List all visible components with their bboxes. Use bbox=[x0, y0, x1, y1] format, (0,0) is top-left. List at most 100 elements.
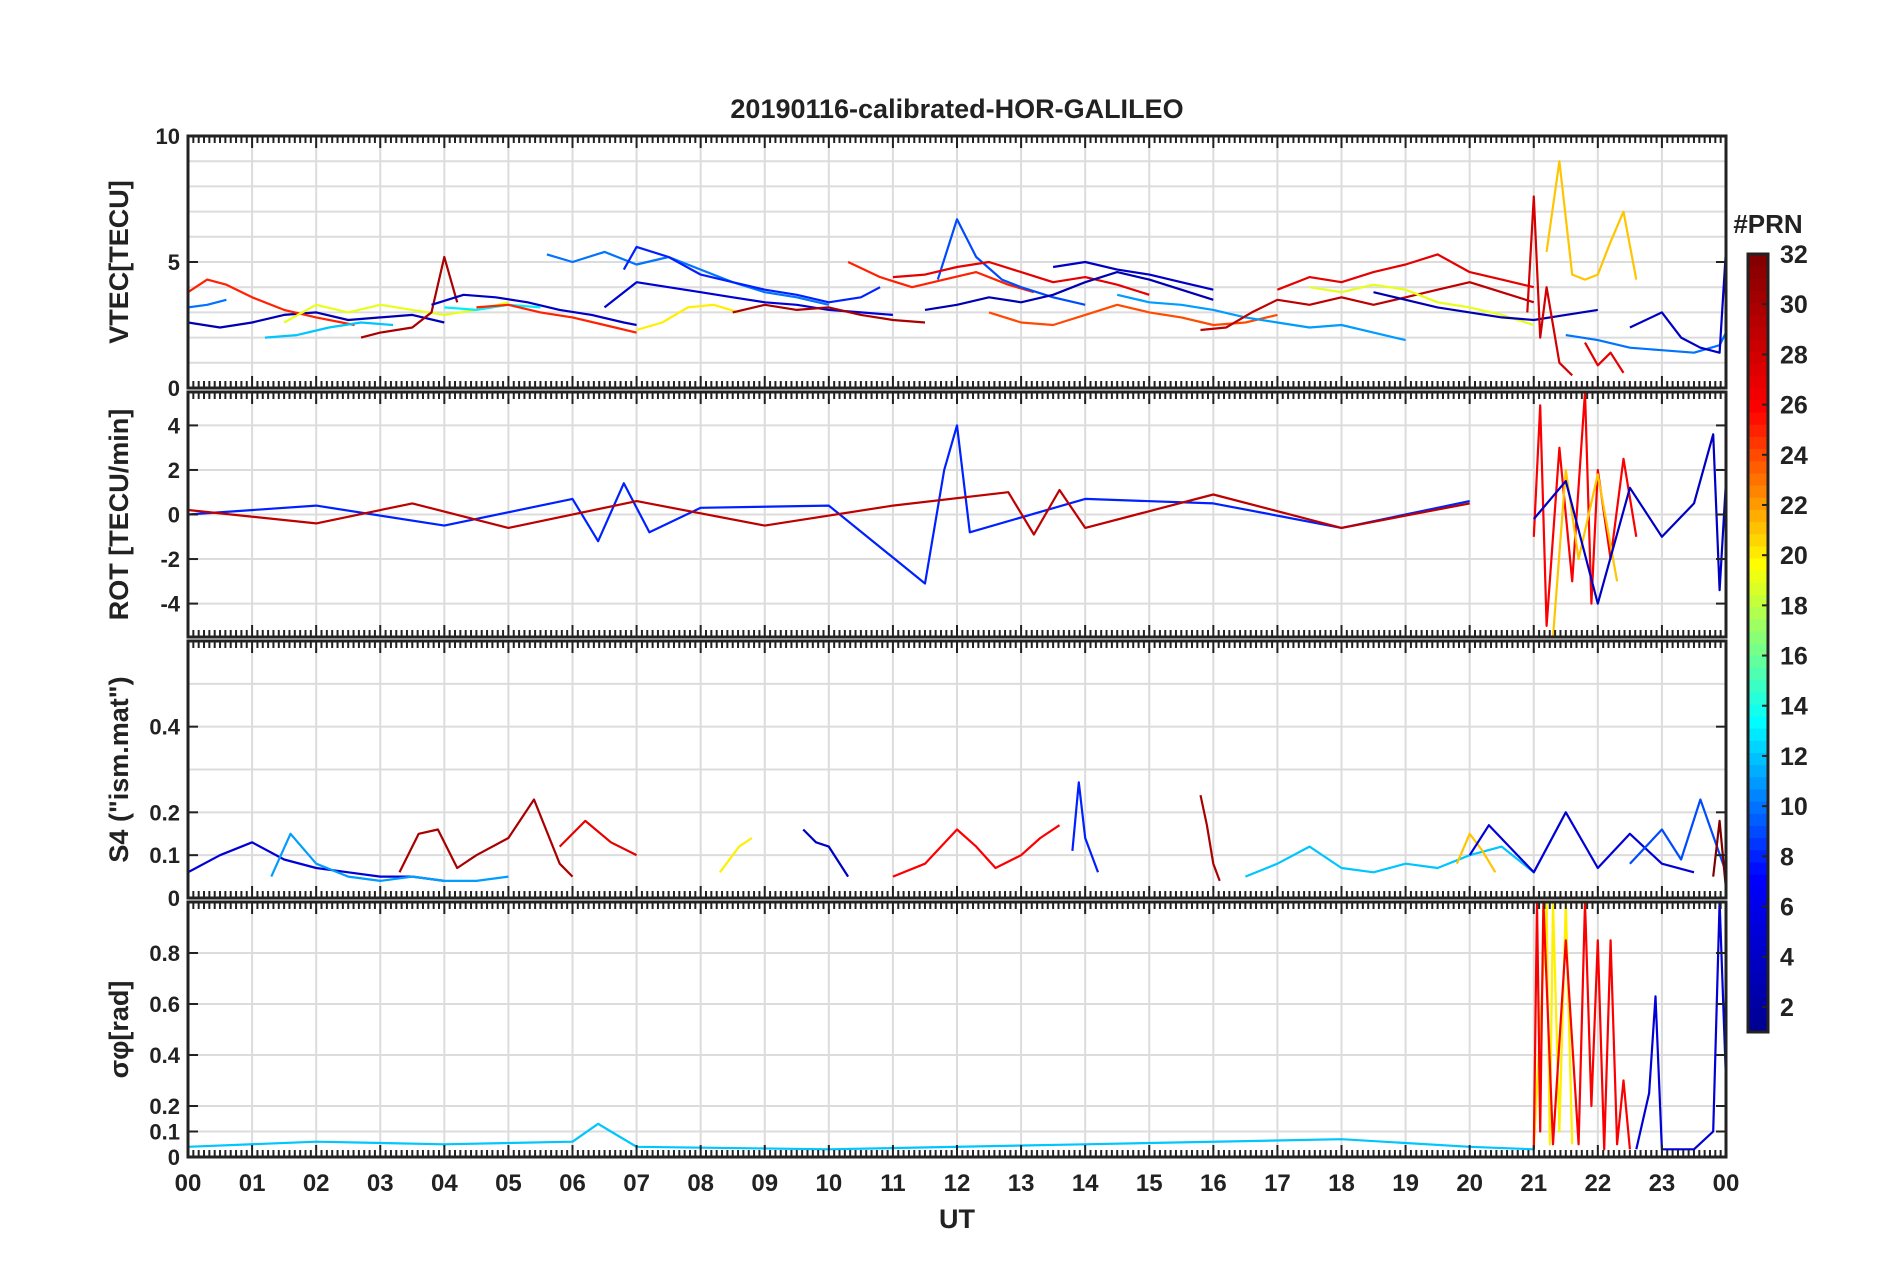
series-line-prn-12 bbox=[264, 321, 394, 339]
colorbar-segment bbox=[1748, 715, 1768, 729]
x-tick-label: 19 bbox=[1392, 1170, 1419, 1197]
series-line-prn-29 bbox=[188, 488, 1470, 536]
colorbar-segment bbox=[1748, 910, 1768, 924]
colorbar-segment bbox=[1748, 436, 1768, 450]
y-tick-label: 0.1 bbox=[149, 1120, 180, 1145]
series-line-prn-30 bbox=[732, 303, 926, 324]
colorbar-frame bbox=[1746, 252, 1770, 1034]
x-tick-label: 15 bbox=[1136, 1170, 1163, 1197]
series-line-prn-4 bbox=[1052, 260, 1214, 291]
x-tick-label: 21 bbox=[1520, 1170, 1547, 1197]
y-tick-label: 0.6 bbox=[149, 992, 180, 1017]
series-line-prn-8 bbox=[1071, 781, 1100, 873]
y-tick-label: -4 bbox=[160, 592, 180, 617]
panel-frame bbox=[186, 390, 1728, 639]
colorbar-segment bbox=[1748, 484, 1768, 498]
colorbar-segment bbox=[1748, 266, 1768, 279]
colorbar-segment bbox=[1748, 1019, 1768, 1033]
series-group bbox=[188, 781, 1726, 890]
colorbar-segment bbox=[1748, 290, 1768, 304]
colorbar-segment bbox=[1748, 983, 1768, 997]
colorbar-segment bbox=[1748, 618, 1768, 632]
colorbar-segment bbox=[1748, 1007, 1768, 1021]
series-line-prn-27 bbox=[1584, 342, 1625, 374]
x-tick-label: 11 bbox=[880, 1170, 905, 1197]
y-tick-label: 0.4 bbox=[149, 1043, 180, 1068]
colorbar-segment bbox=[1748, 339, 1768, 352]
series-line-prn-20 bbox=[636, 303, 740, 332]
series-line-prn-27 bbox=[558, 819, 638, 857]
y-tick-label: 0.4 bbox=[149, 715, 180, 740]
series-line-prn-25 bbox=[188, 278, 355, 327]
y-tick-label: 0 bbox=[168, 503, 180, 528]
y-tick-label: 0.1 bbox=[149, 843, 180, 868]
colorbar-segment bbox=[1748, 509, 1768, 523]
colorbar-segment bbox=[1748, 740, 1768, 754]
chart-title: 20190116-calibrated-HOR-GALILEO bbox=[730, 94, 1183, 124]
colorbar-segment bbox=[1748, 594, 1768, 608]
colorbar-segment bbox=[1748, 655, 1768, 668]
colorbar-segment bbox=[1748, 424, 1768, 437]
series-line-prn-25 bbox=[847, 261, 1035, 294]
colorbar-segment bbox=[1748, 898, 1768, 912]
colorbar-segment bbox=[1748, 326, 1768, 340]
colorbar-segment bbox=[1748, 922, 1768, 936]
colorbar-tick-label: 2 bbox=[1780, 994, 1794, 1022]
y-axis-label: S4 ("ism.mat") bbox=[104, 676, 134, 862]
series-line-prn-4 bbox=[431, 293, 637, 327]
y-axis-label: VTEC[TECU] bbox=[104, 180, 134, 344]
y-tick-label: 0.2 bbox=[149, 800, 180, 825]
series-line-prn-4 bbox=[1629, 249, 1726, 354]
colorbar-segment bbox=[1748, 630, 1768, 644]
colorbar-tick-label: 24 bbox=[1780, 442, 1808, 470]
colorbar-segment bbox=[1748, 728, 1768, 741]
series-line-prn-9 bbox=[936, 218, 1086, 306]
colorbar-segment bbox=[1748, 472, 1768, 486]
series-group bbox=[188, 392, 1726, 637]
series-line-prn-24 bbox=[988, 303, 1278, 327]
colorbar-tick-label: 4 bbox=[1780, 944, 1794, 972]
x-tick-label: 02 bbox=[303, 1170, 330, 1197]
colorbar-segment bbox=[1748, 934, 1768, 948]
colorbar-label: #PRN bbox=[1733, 209, 1802, 239]
colorbar-segment bbox=[1748, 752, 1768, 766]
colorbar-segment bbox=[1748, 351, 1768, 365]
series-line-prn-4 bbox=[802, 828, 850, 878]
y-tick-label: 0 bbox=[168, 1145, 180, 1170]
series-line-prn-19 bbox=[1309, 283, 1535, 327]
panel-frame bbox=[186, 639, 1728, 900]
colorbar-segment bbox=[1748, 643, 1768, 656]
series-line-prn-3 bbox=[924, 271, 1214, 311]
y-axis-label: ROT [TECU/min] bbox=[104, 409, 134, 620]
series-line-prn-8 bbox=[622, 245, 881, 304]
series-line-prn-21 bbox=[1551, 468, 1619, 637]
series-line-prn-27 bbox=[892, 260, 1150, 296]
colorbar-tick-label: 22 bbox=[1780, 492, 1808, 520]
x-tick-label: 00 bbox=[175, 1170, 202, 1197]
y-tick-label: 10 bbox=[156, 124, 180, 149]
colorbar-tick-label: 28 bbox=[1780, 341, 1808, 369]
colorbar-segment bbox=[1748, 886, 1768, 899]
series-line-prn-30 bbox=[1199, 794, 1221, 882]
colorbar-tick-label: 10 bbox=[1780, 793, 1808, 821]
colorbar-segment bbox=[1748, 776, 1768, 790]
colorbar-segment bbox=[1748, 533, 1768, 547]
panel-s4: 0 0.1 0.2 0.4 S4 ("ism.mat") bbox=[104, 639, 1728, 911]
colorbar-segment bbox=[1748, 582, 1768, 595]
colorbar-segment bbox=[1748, 959, 1768, 972]
series-line-prn-5 bbox=[1635, 902, 1726, 1151]
colorbar-segment bbox=[1748, 946, 1768, 960]
series-line-prn-11 bbox=[270, 832, 509, 883]
x-tick-label: 07 bbox=[623, 1170, 650, 1197]
colorbar-segment bbox=[1748, 849, 1768, 863]
x-tick-label: 18 bbox=[1328, 1170, 1355, 1197]
colorbar-segment bbox=[1748, 314, 1768, 328]
x-tick-label: 20 bbox=[1456, 1170, 1483, 1197]
colorbar-segment bbox=[1748, 278, 1768, 292]
colorbar-tick-label: 30 bbox=[1780, 291, 1808, 319]
panel-frame bbox=[186, 900, 1728, 1159]
colorbar-tick-label: 12 bbox=[1780, 743, 1808, 771]
colorbar-segment bbox=[1748, 861, 1768, 875]
